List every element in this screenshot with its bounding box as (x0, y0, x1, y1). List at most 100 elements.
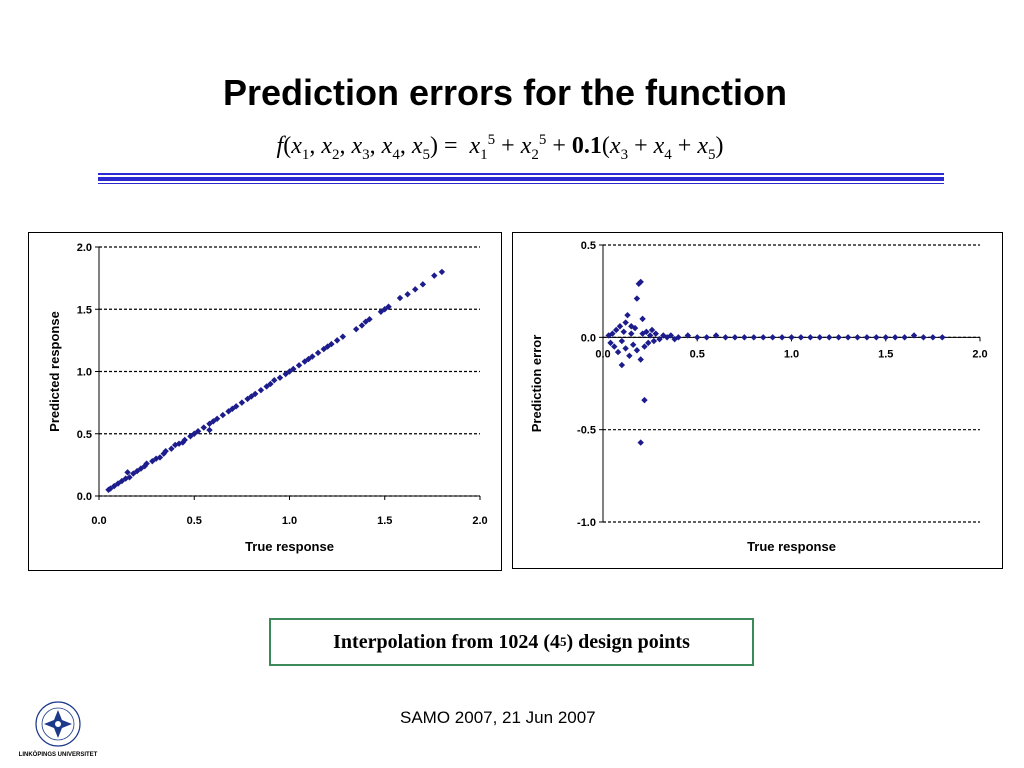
data-point (750, 334, 757, 341)
y-tick-label: 0.5 (581, 240, 596, 252)
formula-x: x (351, 133, 363, 159)
data-point (267, 380, 274, 388)
formula-sup: 5 (487, 132, 496, 148)
formula-sup: 5 (538, 132, 547, 148)
data-point (667, 332, 675, 339)
data-point (366, 316, 373, 323)
data-point (614, 348, 622, 356)
data-point (622, 345, 629, 352)
data-point (882, 334, 889, 341)
data-point (641, 343, 648, 350)
data-point (352, 325, 360, 333)
formula-x: x (609, 133, 621, 159)
data-point (358, 322, 366, 329)
data-point (645, 339, 652, 347)
title-rule-top (98, 173, 944, 175)
data-point (126, 474, 133, 481)
data-point (637, 356, 644, 363)
y-tick-label: 2.0 (77, 242, 92, 254)
y-tick-label: -1.0 (577, 517, 596, 529)
data-point (381, 306, 388, 313)
x-tick-label: 1.0 (784, 348, 799, 360)
data-point (628, 330, 635, 337)
data-point (641, 396, 648, 404)
function-formula: f(x1, x2, x3, x4, x5) = x15 + x25 + 0.1(… (276, 132, 724, 163)
formula-x: x (697, 133, 708, 159)
formula-x: x (321, 133, 332, 159)
data-point (257, 386, 265, 394)
data-point (650, 337, 658, 345)
data-point (620, 328, 627, 335)
data-point (339, 333, 347, 340)
formula-sub: 3 (362, 146, 370, 163)
university-logo: LINKÖPINGS UNIVERSITET (19, 701, 98, 758)
formula-f: f (276, 133, 284, 159)
chart-predicted-vs-true: 0.0 0.5 1.0 1.5 2.0 0.0 0.5 1.0 1.5 2.0 True respo… (47, 242, 488, 554)
data-point (778, 334, 786, 341)
data-point (431, 272, 438, 279)
data-point (741, 334, 748, 341)
data-point (826, 334, 833, 341)
formula-coef: 0.1 (571, 133, 602, 159)
data-point (929, 334, 937, 341)
data-point (643, 328, 650, 335)
data-point (769, 334, 776, 341)
chart-panel-error: 0.5 0.0 -0.5 -1.0 0.0 0.5 1.0 1.5 2.0 True respon… (512, 232, 1003, 569)
data-point (637, 439, 644, 446)
data-point (191, 430, 198, 437)
x-tick-label: 1.0 (282, 515, 297, 527)
data-point (385, 303, 392, 310)
data-point (694, 334, 701, 341)
y-tick-label: 1.5 (77, 304, 92, 316)
data-point (703, 334, 710, 341)
slide-title: Prediction errors for the function (222, 72, 788, 113)
data-point (629, 341, 637, 348)
y-tick-label: 0.0 (77, 491, 92, 503)
data-point (314, 349, 322, 357)
x-axis-title: True response (747, 539, 836, 554)
note-tail: ) design points (566, 630, 690, 653)
x-tick-label: 0.5 (187, 515, 202, 527)
data-point (282, 370, 289, 378)
data-point (648, 326, 656, 334)
data-point (213, 415, 221, 423)
note-text: Interpolation from 1024 (4 (333, 630, 560, 653)
data-point (404, 291, 411, 298)
footer-text: SAMO 2007, 21 Jun 2007 (400, 708, 596, 727)
data-point (639, 315, 646, 323)
chart-panel-predicted: 0.0 0.5 1.0 1.5 2.0 0.0 0.5 1.0 1.5 2.0 True respo… (28, 232, 502, 571)
data-point (722, 334, 729, 341)
data-point (187, 433, 194, 440)
note-box: Interpolation from 1024 (4 5) design poin… (269, 618, 754, 666)
data-point (760, 334, 767, 341)
data-point (622, 319, 629, 326)
y-axis-title: Predicted response (47, 311, 62, 432)
formula-sub: 2 (332, 146, 340, 163)
data-point (156, 454, 164, 461)
x-tick-label: 1.5 (878, 348, 893, 360)
data-point (854, 334, 861, 341)
data-point (438, 268, 446, 276)
data-point (920, 334, 927, 341)
data-point (309, 353, 316, 360)
data-point (844, 334, 852, 341)
formula-sub: 1 (480, 146, 488, 163)
x-tick-label: 0.0 (595, 348, 610, 360)
x-tick-label: 2.0 (472, 515, 487, 527)
y-tick-label: 0.0 (581, 332, 596, 344)
data-point (162, 447, 169, 455)
data-point (624, 311, 631, 319)
formula-x: x (520, 133, 532, 159)
data-point (295, 362, 303, 369)
formula-x: x (381, 133, 393, 159)
data-point (271, 377, 278, 384)
data-point (797, 334, 805, 341)
data-point (626, 352, 633, 359)
formula-sub: 1 (301, 146, 310, 163)
x-tick-label: 1.5 (377, 515, 392, 527)
data-point (863, 334, 871, 341)
data-point (646, 332, 654, 339)
formula-sub: 5 (707, 146, 716, 163)
y-tick-label: 0.5 (77, 429, 92, 441)
data-point (731, 334, 739, 341)
